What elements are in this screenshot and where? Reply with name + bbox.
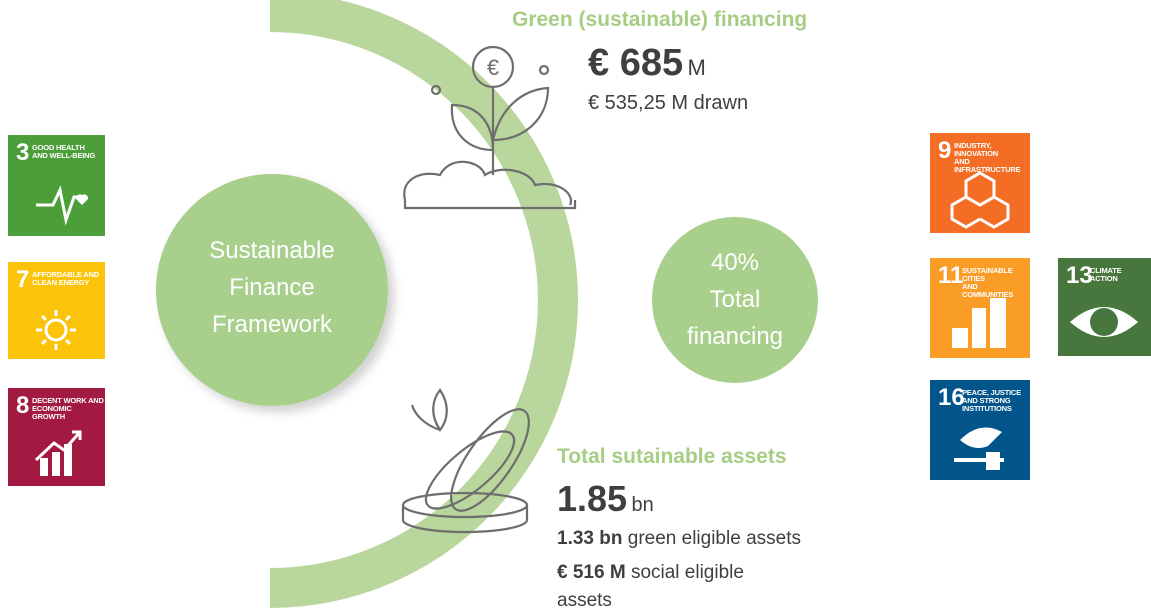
sdg-number: 7 <box>16 266 30 293</box>
text-line: Sustainable <box>209 237 335 264</box>
sdg-number: 16 <box>938 384 965 411</box>
sdg-label-line: AFFORDABLE AND <box>32 270 99 279</box>
sdg-tile: 16 PEACE, JUSTICE AND STRONG INSTITUTIONS <box>930 380 1030 480</box>
green-amount: € 685 <box>588 42 684 84</box>
sdg-number: 11 <box>938 262 964 289</box>
sdg-icon <box>954 427 1004 470</box>
sdg-label-line: AND WELL-BEING <box>32 151 96 160</box>
sdg-number: 9 <box>938 137 952 164</box>
sdg-icon <box>1070 307 1138 337</box>
assets-amount: 1.85 <box>557 478 628 519</box>
sdg-label-line: AND INFRASTRUCTURE <box>954 157 1021 174</box>
sdg-label-line: SUSTAINABLE CITIES <box>962 266 1013 283</box>
sdg-label-line: DECENT WORK AND <box>32 396 104 405</box>
social-assets-amount: € 516 M <box>557 562 626 583</box>
text-line: financing <box>686 323 784 350</box>
sdg-label: GOOD HEALTH AND WELL-BEING <box>32 144 95 160</box>
coins-icon <box>401 388 530 534</box>
sdg-label: DECENT WORK AND ECONOMIC GROWTH <box>32 397 105 421</box>
sdg-label-line: PEACE, JUSTICE <box>962 388 1021 397</box>
sdg-tile: 13 CLIMATE ACTION <box>1058 258 1151 356</box>
green-amount-row: € 685 M <box>588 42 706 85</box>
assets-amount-row: 1.85 bn <box>557 478 654 520</box>
sdg-label: INDUSTRY, INNOVATION AND INFRASTRUCTURE <box>954 142 1030 174</box>
sdg-icon <box>36 185 89 226</box>
green-assets: 1.33 bn green eligible assets <box>557 528 801 550</box>
sdg-tile: 7 AFFORDABLE AND CLEAN ENERGY <box>8 262 105 359</box>
green-title: Green (sustainable) financing <box>512 8 808 31</box>
green-unit: M <box>687 55 706 80</box>
sdg-tile: 3 GOOD HEALTH AND WELL-BEING <box>8 135 105 236</box>
sdg-label-line: GOOD HEALTH <box>32 143 85 152</box>
svg-text:€: € <box>487 55 499 80</box>
sdg-tile: 11 SUSTAINABLE CITIES AND COMMUNITIES <box>930 258 1030 358</box>
sdg-label-line: CLIMATE <box>1090 266 1122 275</box>
sdg-label: CLIMATE ACTION <box>1090 266 1122 283</box>
social-assets-text: social eligible <box>630 562 744 583</box>
sdg-label-line: AND COMMUNITIES <box>962 282 1014 299</box>
arc <box>270 0 578 608</box>
sdg-label-line: AND STRONG <box>962 396 1011 405</box>
sdg-tile: 9 INDUSTRY, INNOVATION AND INFRASTRUCTURE <box>930 133 1030 233</box>
text-line: Framework <box>211 311 332 338</box>
assets-unit: bn <box>631 494 654 516</box>
share-label: 40% Total financing <box>652 244 818 355</box>
sdg-icon <box>34 430 82 476</box>
plant-icon: € <box>403 45 577 210</box>
sdg-label: SUSTAINABLE CITIES AND COMMUNITIES <box>962 267 1030 299</box>
sdg-label-line: INDUSTRY, INNOVATION <box>954 141 998 158</box>
sdg-label-line: CLEAN ENERGY <box>32 278 90 287</box>
sdg-label-line: INSTITUTIONS <box>962 404 1012 413</box>
sdg-icon <box>950 171 1010 229</box>
green-drawn: € 535,25 M drawn <box>588 92 749 114</box>
sdg-number: 3 <box>16 139 30 166</box>
text-line: 40% <box>710 249 760 276</box>
green-assets-text: green eligible assets <box>627 528 801 549</box>
social-assets-text2: assets <box>557 590 612 611</box>
text-line: Total <box>709 286 761 313</box>
text-line: Finance <box>229 274 315 301</box>
green-assets-amount: 1.33 bn <box>557 528 623 549</box>
sdg-icon <box>952 298 1006 348</box>
social-assets: € 516 M social eligible <box>557 562 744 584</box>
sdg-number: 8 <box>16 392 30 419</box>
share-circle <box>652 217 818 383</box>
sdg-label: PEACE, JUSTICE AND STRONG INSTITUTIONS <box>962 389 1021 413</box>
sdg-tile: 8 DECENT WORK AND ECONOMIC GROWTH <box>8 388 105 486</box>
framework-label: Sustainable Finance Framework <box>156 232 388 343</box>
sdg-number: 13 <box>1066 262 1093 289</box>
sdg-label-line: ACTION <box>1090 274 1118 283</box>
sdg-label: AFFORDABLE AND CLEAN ENERGY <box>32 271 99 287</box>
assets-title: Total sutainable assets <box>557 445 787 468</box>
framework-circle <box>156 174 388 406</box>
sdg-icon <box>36 310 76 350</box>
sdg-label-line: ECONOMIC GROWTH <box>32 404 72 421</box>
